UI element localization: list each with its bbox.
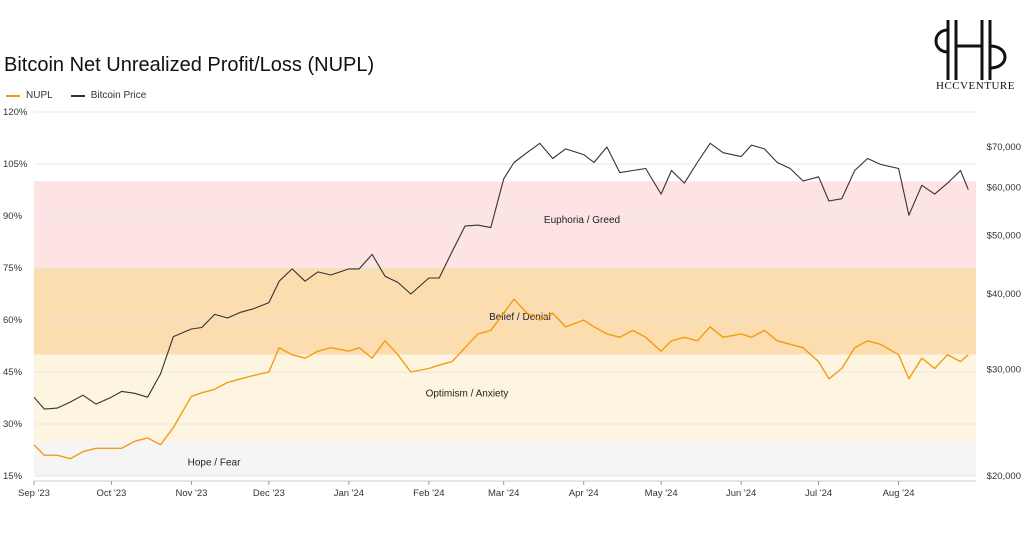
legend-item-bitcoin-price[interactable]: Bitcoin Price — [70, 90, 147, 101]
hccventure-logo-icon — [934, 20, 1007, 80]
left-tick-2: 90% — [3, 211, 23, 222]
bitcoin-price-line — [33, 142, 969, 410]
x-tick-4: Jan '24 — [334, 488, 364, 499]
zone-label-3: Hope / Fear — [188, 458, 241, 469]
left-tick-7: 15% — [3, 471, 23, 482]
zone-3 — [34, 441, 976, 476]
right-tick-3: $40,000 — [987, 289, 1021, 300]
legend-swatch-bitcoin-price — [70, 94, 85, 97]
left-tick-3: 75% — [3, 263, 23, 274]
right-tick-4: $30,000 — [987, 365, 1021, 376]
left-tick-1: 105% — [3, 159, 28, 170]
grid-lines — [34, 111, 976, 477]
left-tick-5: 45% — [3, 367, 23, 378]
chart-legend: NUPL Bitcoin Price — [6, 90, 146, 101]
right-tick-0: $70,000 — [987, 142, 1021, 153]
zone-0 — [34, 181, 976, 268]
zone-labels: Euphoria / Greed Belief / Denial Optimism … — [188, 215, 620, 469]
right-tick-5: $20,000 — [987, 471, 1021, 482]
x-tick-2: Nov '23 — [175, 488, 207, 499]
legend-label-bitcoin-price: Bitcoin Price — [90, 90, 147, 101]
right-tick-1: $60,000 — [987, 182, 1021, 193]
right-tick-2: $50,000 — [987, 230, 1021, 241]
series-lines — [33, 142, 969, 460]
x-tick-5: Feb '24 — [413, 488, 444, 499]
legend-item-nupl[interactable]: NUPL — [6, 90, 53, 101]
legend-swatch-nupl — [6, 94, 20, 97]
right-axis: $70,000 $60,000 $50,000 $40,000 $30,000 $20,0… — [987, 142, 1021, 482]
nupl-line — [33, 298, 969, 460]
x-tick-0: Sep '23 — [18, 488, 50, 499]
x-tick-11: Aug '24 — [883, 488, 915, 499]
left-tick-0: 120% — [3, 107, 28, 118]
zone-label-0: Euphoria / Greed — [544, 215, 620, 226]
x-tick-7: Apr '24 — [569, 488, 599, 499]
left-tick-6: 30% — [3, 419, 23, 430]
x-tick-8: May '24 — [645, 488, 678, 499]
chart-title: Bitcoin Net Unrealized Profit/Loss (NUPL… — [4, 54, 375, 76]
zone-label-2: Optimism / Anxiety — [426, 388, 509, 399]
left-axis: 120% 105% 90% 75% 60% 45% 30% 15% — [3, 107, 28, 482]
x-tick-10: Jul '24 — [805, 488, 832, 499]
x-tick-6: Mar '24 — [488, 488, 519, 499]
x-axis: Sep '23 Oct '23 Nov '23 Dec '23 Jan '24 Feb '… — [18, 480, 976, 499]
zone-label-1: Belief / Denial — [489, 312, 551, 323]
x-tick-1: Oct '23 — [97, 488, 127, 499]
left-tick-4: 60% — [3, 315, 23, 326]
sentiment-zones — [34, 181, 976, 476]
x-tick-3: Dec '23 — [253, 488, 285, 499]
logo-wordmark: HCCVENTURE — [936, 80, 1015, 92]
x-tick-9: Jun '24 — [726, 488, 756, 499]
legend-label-nupl: NUPL — [26, 90, 53, 101]
